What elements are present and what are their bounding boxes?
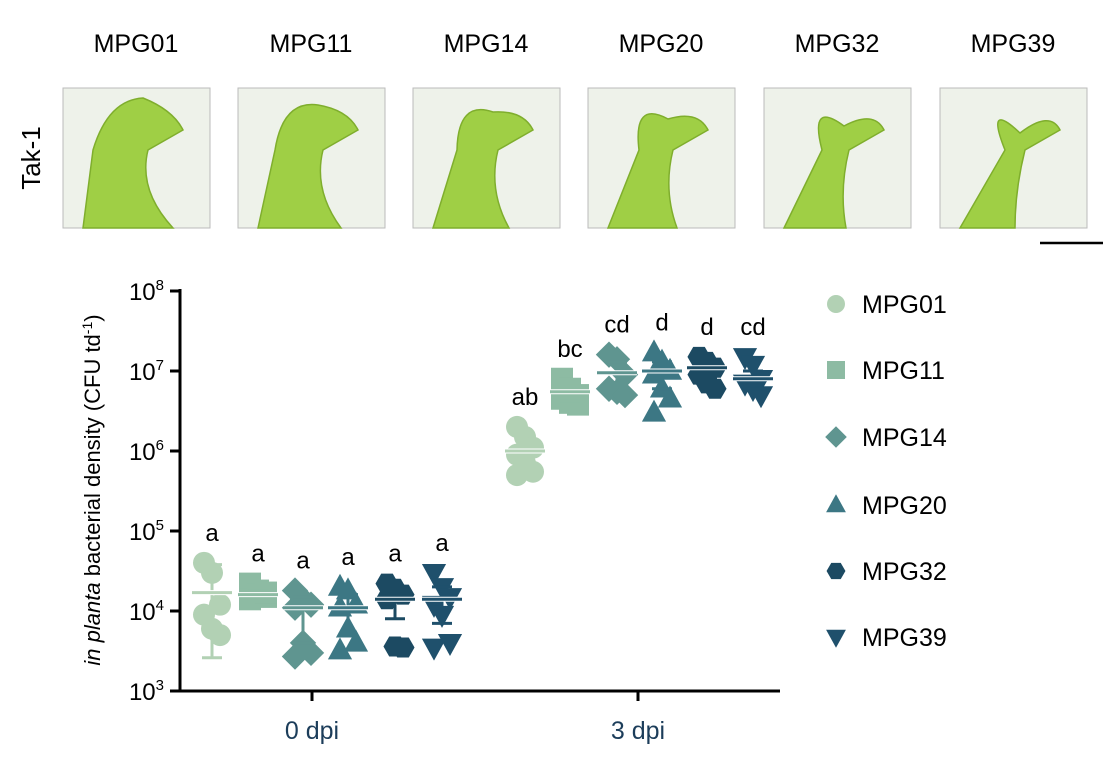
legend-item: MPG20 xyxy=(826,492,947,520)
significance-letter: a xyxy=(251,541,265,568)
data-group-mpg39: cd xyxy=(732,314,774,409)
photo-row: MPG01 MPG11 MPG14 MPG20 MPG32 MPG39 xyxy=(62,30,1088,229)
data-group-mpg39: a xyxy=(421,530,463,661)
data-point xyxy=(740,355,766,378)
x-tick-label: 3 dpi xyxy=(611,717,665,745)
legend-item: MPG39 xyxy=(826,624,947,652)
data-point xyxy=(567,393,589,416)
legend-marker-diamond-icon xyxy=(825,426,847,448)
plot-marks: a ab a bc a cd a d a d a cd xyxy=(192,310,774,670)
legend-label: MPG20 xyxy=(862,492,947,520)
significance-letter: d xyxy=(700,314,713,341)
legend-label: MPG01 xyxy=(862,291,947,319)
y-tick-label: 104 xyxy=(129,597,164,626)
data-group-mpg20: d xyxy=(641,310,683,422)
significance-letter: a xyxy=(435,530,449,557)
legend-marker-circle-icon xyxy=(827,295,845,313)
data-point xyxy=(657,385,683,408)
data-point xyxy=(611,381,639,409)
plot-axes: 103 104 105 106 107 108 0 dpi 3 dpi xyxy=(129,277,780,745)
data-group-mpg32: d xyxy=(687,314,727,399)
legend-marker-triangle-up-icon xyxy=(826,494,846,513)
photo-title: MPG39 xyxy=(971,30,1056,58)
significance-letter: d xyxy=(655,310,668,337)
legend-item: MPG14 xyxy=(825,424,947,452)
data-group-mpg11: a xyxy=(238,541,278,611)
legend: MPG01 MPG11 MPG14 MPG20 MPG32 MPG39 xyxy=(825,291,947,652)
y-tick-label: 107 xyxy=(129,357,164,386)
data-point xyxy=(748,386,774,409)
y-tick-label: 103 xyxy=(129,677,164,706)
data-point xyxy=(327,637,353,660)
significance-letter: cd xyxy=(740,314,765,341)
data-point xyxy=(703,378,727,399)
thallus-shape xyxy=(431,108,534,229)
data-group-mpg01: ab xyxy=(505,384,545,487)
legend-marker-triangle-down-icon xyxy=(826,629,846,648)
y-tick-label: 108 xyxy=(129,277,164,306)
y-tick-label: 106 xyxy=(129,437,164,466)
significance-letter: a xyxy=(341,544,355,571)
significance-letter: bc xyxy=(557,336,582,363)
x-tick-label: 0 dpi xyxy=(285,717,339,745)
significance-letter: a xyxy=(296,548,310,575)
data-point xyxy=(209,593,231,616)
data-group-mpg01: a xyxy=(192,520,232,660)
significance-letter: cd xyxy=(604,312,629,339)
data-point xyxy=(281,643,309,670)
data-point xyxy=(391,637,415,658)
data-group-mpg11: bc xyxy=(550,336,590,416)
legend-label: MPG39 xyxy=(862,624,947,652)
data-point xyxy=(421,564,447,587)
legend-label: MPG14 xyxy=(862,424,947,452)
data-group-mpg20: a xyxy=(327,544,369,660)
thallus-shape xyxy=(82,97,184,229)
photo-title: MPG01 xyxy=(94,30,179,58)
data-point xyxy=(506,464,528,487)
y-axis-label: in planta bacterial density (CFU td-1) xyxy=(79,314,105,665)
significance-letter: ab xyxy=(512,384,539,411)
legend-label: MPG11 xyxy=(862,357,945,385)
data-group-mpg14: cd xyxy=(595,312,639,409)
data-point xyxy=(343,629,369,652)
data-group-mpg32: a xyxy=(375,541,415,658)
photo-title: MPG20 xyxy=(619,30,704,58)
legend-item: MPG32 xyxy=(826,558,947,586)
significance-letter: a xyxy=(388,541,402,568)
significance-letter: a xyxy=(205,520,219,547)
data-point xyxy=(209,624,231,647)
photo-title: MPG11 xyxy=(270,30,353,58)
data-group-mpg14: a xyxy=(281,548,325,670)
legend-label: MPG32 xyxy=(862,558,947,586)
photo-title: MPG32 xyxy=(795,30,880,58)
thallus-shape xyxy=(606,113,709,229)
data-point xyxy=(421,638,447,661)
legend-item: MPG11 xyxy=(827,357,945,385)
row-label: Tak-1 xyxy=(16,126,46,190)
legend-marker-square-icon xyxy=(827,361,845,379)
legend-marker-hexagon-icon xyxy=(826,562,846,580)
legend-item: MPG01 xyxy=(827,291,947,319)
data-point xyxy=(641,399,667,422)
data-point xyxy=(281,577,309,604)
thallus-shape xyxy=(782,116,885,229)
thallus-shape xyxy=(257,103,359,229)
photo-title: MPG14 xyxy=(444,30,529,58)
thallus-shape xyxy=(958,119,1061,229)
y-tick-label: 105 xyxy=(129,517,164,546)
